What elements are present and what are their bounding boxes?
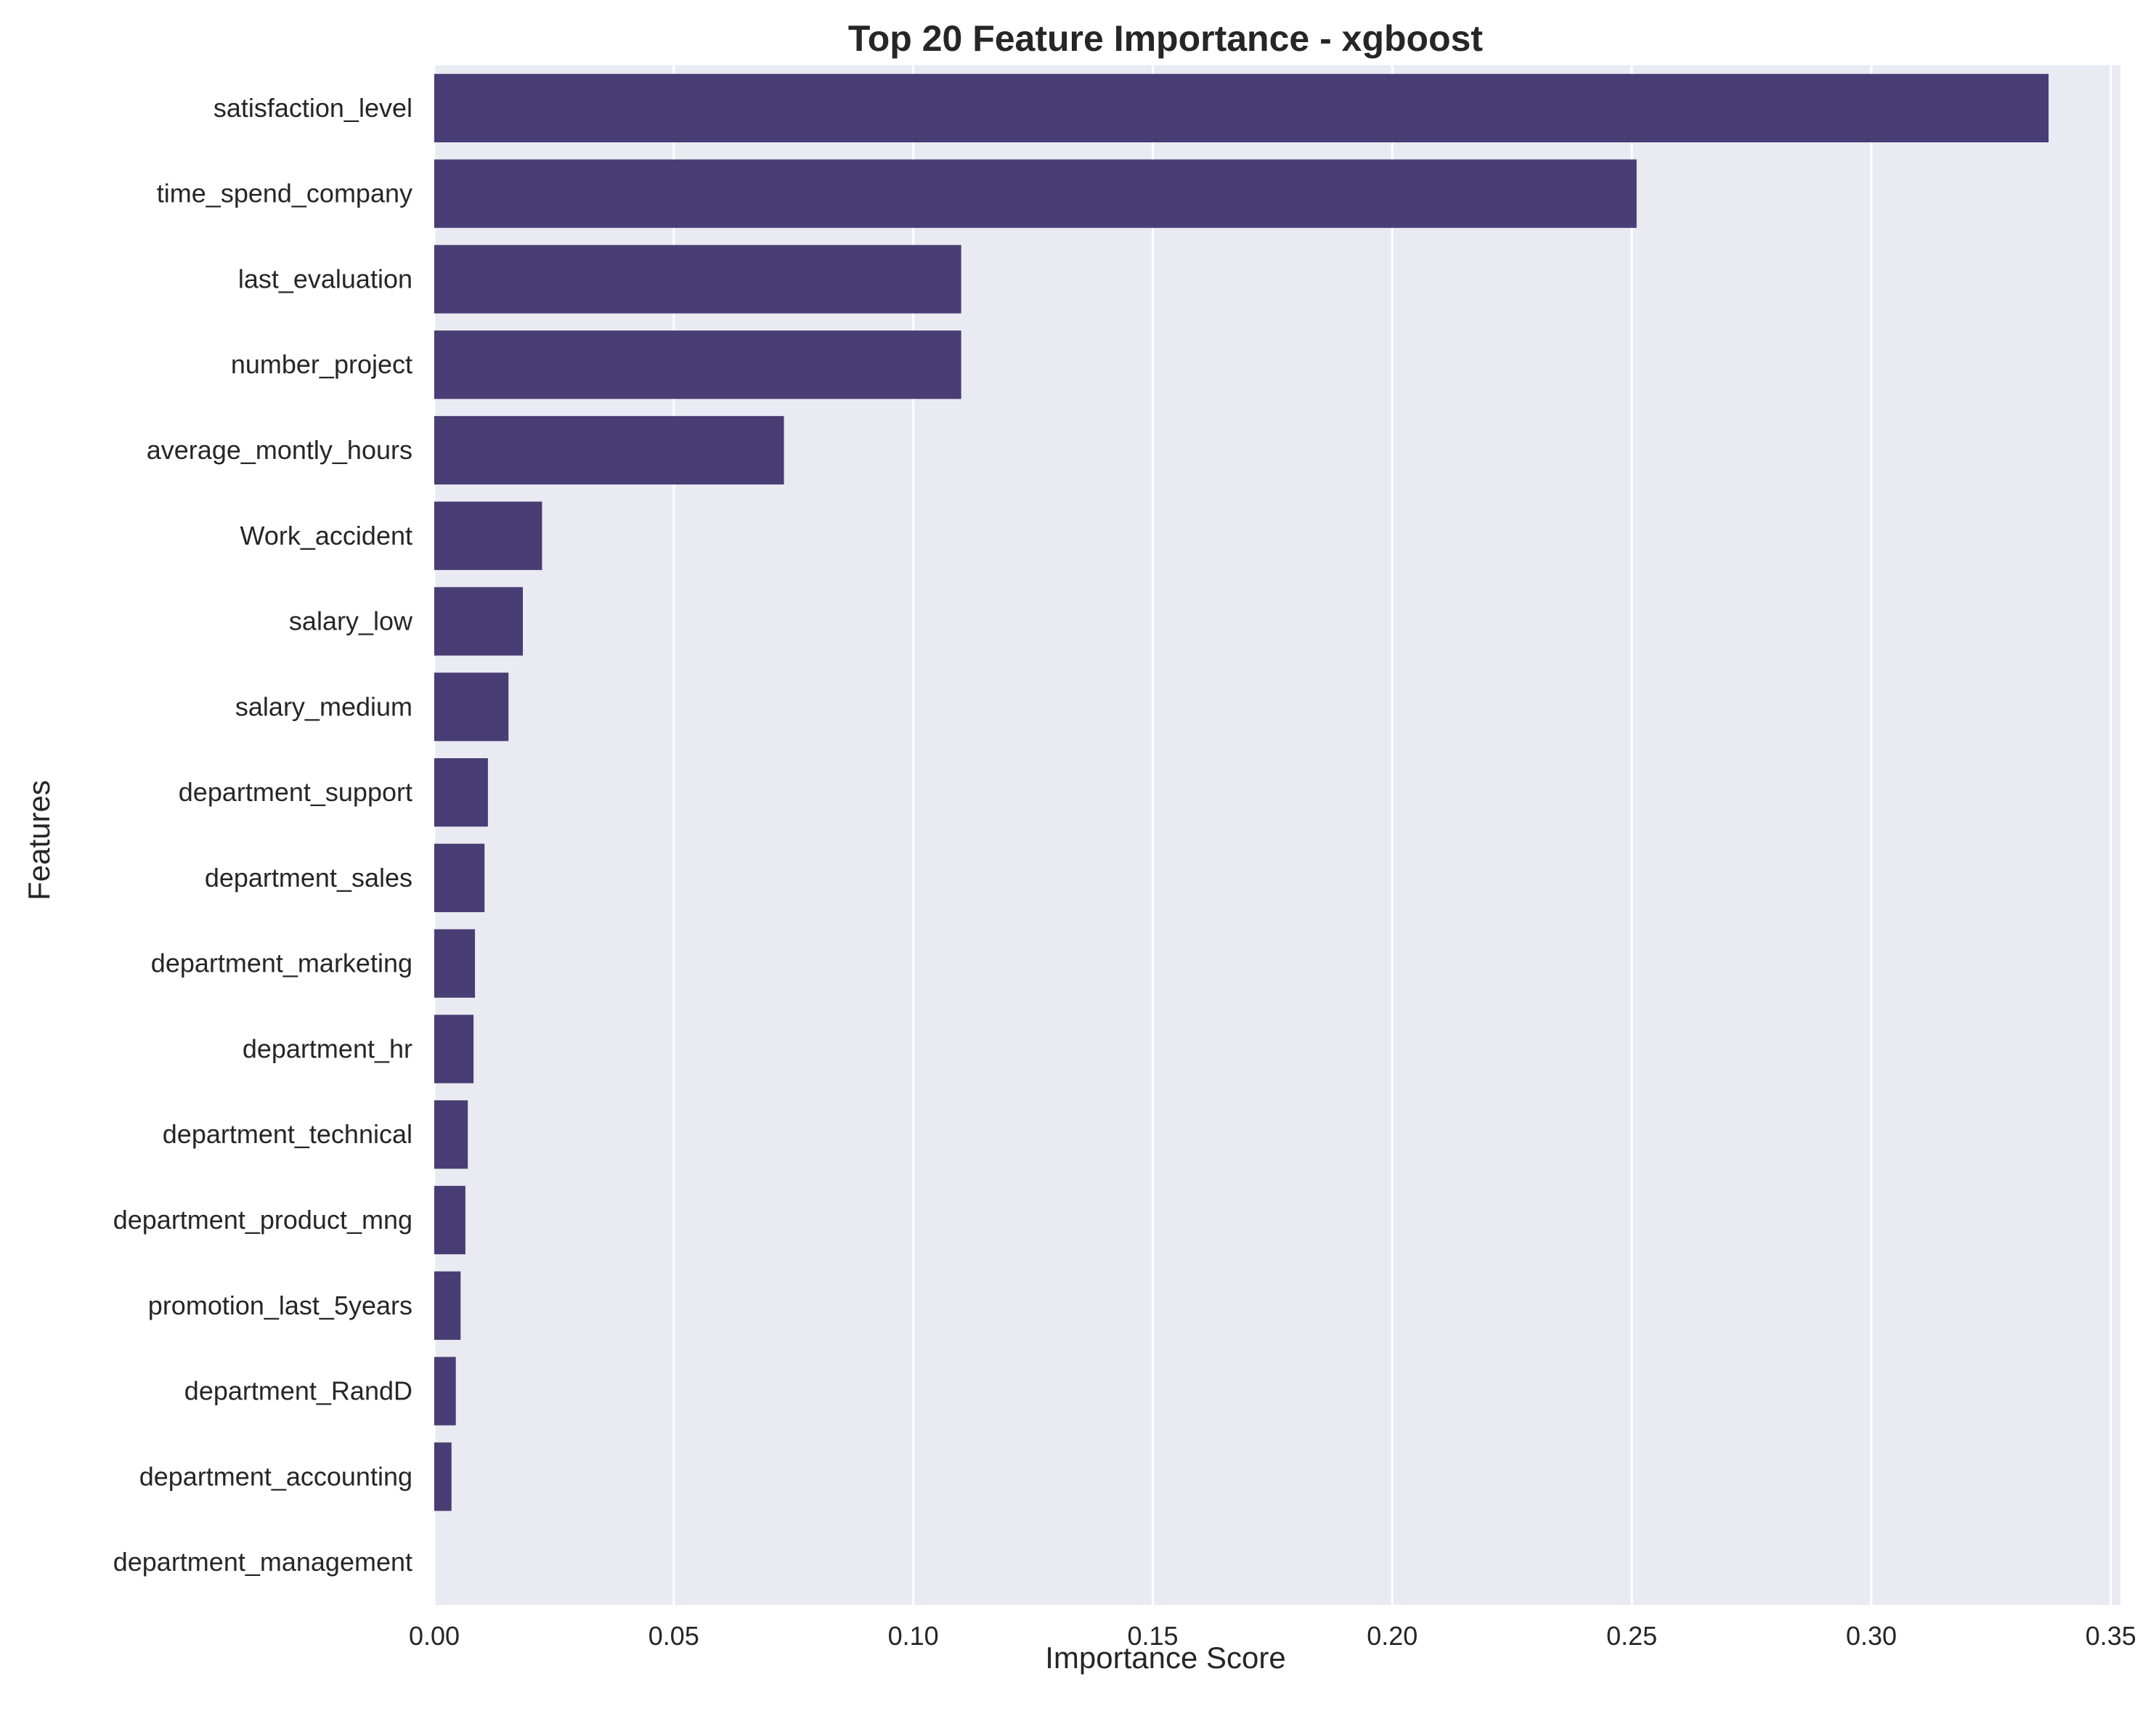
bar-promotion-last-5years: [434, 1271, 461, 1340]
x-tick-label: 0.30: [1846, 1621, 1897, 1651]
bar-department-accounting: [434, 1442, 452, 1511]
y-tick-label: department_marketing: [151, 948, 412, 978]
chart-title: Top 20 Feature Importance - xgboost: [848, 18, 1484, 59]
x-tick-label: 0.35: [2086, 1621, 2136, 1651]
y-axis-label: Features: [22, 780, 56, 901]
y-tick-label: number_project: [231, 349, 412, 379]
bar-satisfaction-level: [434, 73, 2049, 142]
x-tick-label: 0.25: [1606, 1621, 1657, 1651]
gridlines: [433, 65, 2112, 1605]
y-tick-label: Work_accident: [240, 521, 412, 550]
y-tick-label: department_support: [179, 777, 412, 807]
bar-department-marketing: [434, 929, 476, 998]
y-tick-label: department_hr: [243, 1033, 412, 1063]
y-tick-labels: satisfaction_level time_spend_companylast…: [113, 93, 413, 1577]
bar-salary-low: [434, 587, 524, 656]
x-tick-label: 0.15: [1127, 1621, 1178, 1651]
bar-department-technical: [434, 1100, 468, 1169]
x-axis-label: Importance Score: [1045, 1641, 1286, 1675]
y-tick-label: department_RandD: [184, 1376, 412, 1406]
y-tick-label: time_spend_company: [157, 179, 412, 208]
bar-salary-medium: [434, 672, 509, 741]
bar-last-evaluation: [434, 245, 961, 314]
plot-background: [434, 65, 2120, 1605]
y-tick-label: department_technical: [163, 1119, 412, 1149]
y-tick-label: department_sales: [205, 863, 412, 893]
x-tick-label: 0.00: [409, 1621, 460, 1651]
x-tick-label: 0.10: [888, 1621, 939, 1651]
y-tick-label: department_product_mng: [113, 1205, 412, 1235]
x-tick-labels: 0.00 0.05 0.10 0.15 0.20 0.25 0.30 0.35: [409, 1621, 2136, 1651]
bar-department-product-mng: [434, 1185, 465, 1255]
bar-department-sales: [434, 843, 485, 912]
bar-time-spend-company: [434, 159, 1637, 228]
y-tick-label: salary_medium: [235, 691, 412, 721]
bar-work-accident: [434, 501, 542, 570]
y-tick-label: department_management: [113, 1547, 412, 1577]
y-tick-label: average_montly_hours: [147, 435, 412, 465]
bars: [434, 73, 2049, 1511]
bar-department-hr: [434, 1015, 474, 1084]
x-tick-label: 0.20: [1367, 1621, 1417, 1651]
y-tick-label: last_evaluation: [238, 264, 412, 293]
x-tick-label: 0.05: [648, 1621, 699, 1651]
bar-department-randd: [434, 1357, 456, 1426]
bar-number-project: [434, 330, 961, 399]
y-tick-label: satisfaction_level: [213, 93, 412, 123]
bar-department-support: [434, 758, 488, 827]
y-tick-label: salary_low: [289, 606, 413, 636]
y-tick-label: department_accounting: [139, 1461, 412, 1491]
y-tick-label: promotion_last_5years: [148, 1291, 412, 1320]
bar-average-montly-hours: [434, 415, 784, 485]
